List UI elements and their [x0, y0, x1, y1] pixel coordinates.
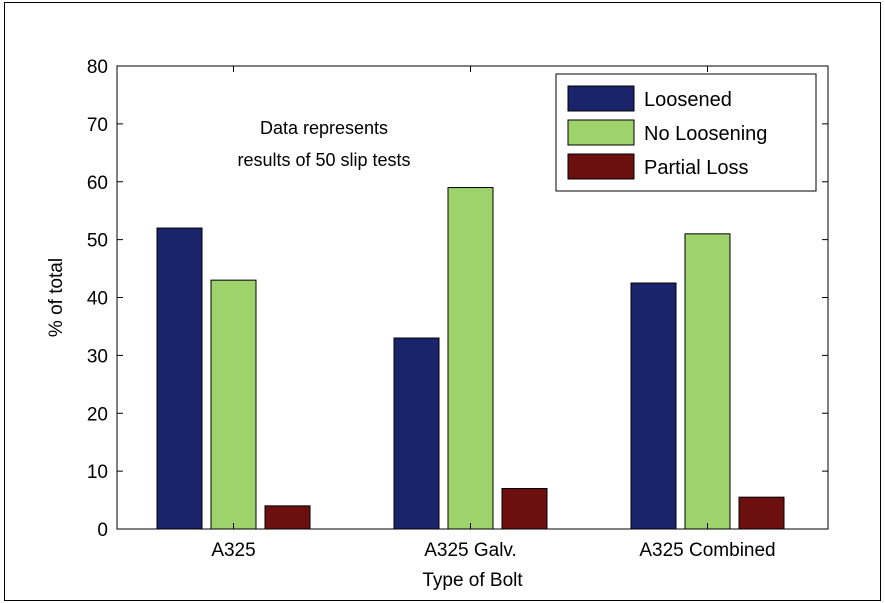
y-tick-label: 20	[87, 404, 108, 425]
x-axis-label: Type of Bolt	[422, 570, 523, 591]
bar-no-loosening-3	[684, 233, 731, 530]
bar-no-loosening-2	[447, 187, 494, 530]
x-tick-label: A325	[211, 540, 255, 561]
y-tick-label: 10	[87, 462, 108, 483]
legend-swatch-no-loosening	[567, 119, 635, 146]
bar-loosened-3	[630, 282, 677, 530]
legend-label: No Loosening	[644, 123, 767, 145]
y-tick-label: 60	[87, 173, 108, 194]
x-tick-label: A325 Galv.	[424, 540, 517, 561]
annotation-line-2: results of 50 slip tests	[237, 150, 410, 170]
bar-partial-loss-3	[738, 496, 785, 530]
legend-swatch-loosened	[567, 85, 635, 112]
y-tick-label: 40	[87, 289, 108, 310]
x-axis-ticks: A325 A325 Galv. A325 Combined	[211, 66, 776, 561]
bar-loosened-2	[393, 337, 440, 530]
y-axis-ticks: 0 10 20 30 40 50 60 70 80	[87, 57, 828, 541]
bar-loosened-1	[156, 227, 203, 530]
y-tick-label: 80	[87, 57, 108, 78]
legend-swatch-partial-loss	[567, 153, 635, 180]
legend-label: Loosened	[644, 89, 732, 111]
bars-group	[156, 187, 785, 530]
legend: Loosened No Loosening Partial Loss	[555, 73, 817, 192]
y-tick-label: 0	[97, 520, 108, 541]
bar-partial-loss-1	[264, 505, 311, 530]
y-tick-label: 70	[87, 115, 108, 136]
bar-no-loosening-1	[210, 279, 257, 530]
annotation-line-1: Data represents	[260, 118, 388, 138]
y-tick-label: 30	[87, 346, 108, 367]
x-tick-label: A325 Combined	[639, 540, 775, 561]
bar-partial-loss-2	[501, 487, 548, 530]
y-tick-label: 50	[87, 231, 108, 252]
y-axis-label: % of total	[46, 258, 67, 337]
legend-label: Partial Loss	[644, 157, 749, 179]
